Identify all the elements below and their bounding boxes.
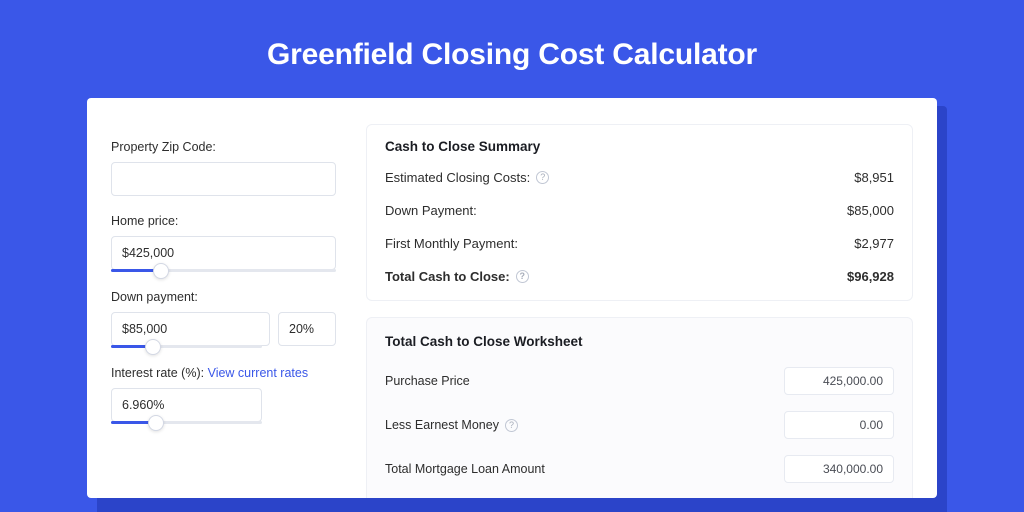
worksheet-label: Total Mortgage Loan Amount <box>385 462 545 476</box>
zip-field-group: Property Zip Code: <box>111 140 336 196</box>
summary-total-label: Total Cash to Close: <box>385 269 510 284</box>
summary-value: $8,951 <box>854 170 894 185</box>
summary-total-value: $96,928 <box>847 269 894 284</box>
interest-rate-label-text: Interest rate (%): <box>111 366 204 380</box>
worksheet-label: Purchase Price <box>385 374 470 388</box>
down-payment-slider[interactable] <box>111 345 262 348</box>
zip-label: Property Zip Code: <box>111 140 336 154</box>
view-rates-link[interactable]: View current rates <box>208 366 309 380</box>
home-price-field-group: Home price: <box>111 214 336 272</box>
help-icon[interactable]: ? <box>516 270 529 283</box>
summary-column: Cash to Close Summary Estimated Closing … <box>336 124 913 498</box>
page-title: Greenfield Closing Cost Calculator <box>267 38 757 72</box>
worksheet-value-input[interactable] <box>784 411 894 439</box>
summary-row-total: Total Cash to Close: ? $96,928 <box>385 269 894 284</box>
home-price-slider[interactable] <box>111 269 336 272</box>
calculator-card-wrap: Property Zip Code: Home price: Down paym… <box>87 98 937 498</box>
summary-value: $85,000 <box>847 203 894 218</box>
summary-title: Cash to Close Summary <box>385 139 894 154</box>
zip-input[interactable] <box>111 162 336 196</box>
summary-label: First Monthly Payment: <box>385 236 518 251</box>
home-price-label: Home price: <box>111 214 336 228</box>
interest-rate-slider-thumb[interactable] <box>148 415 164 431</box>
down-payment-input[interactable] <box>111 312 270 346</box>
form-column: Property Zip Code: Home price: Down paym… <box>111 124 336 498</box>
worksheet-value-input[interactable] <box>784 455 894 483</box>
interest-rate-input[interactable] <box>111 388 262 422</box>
interest-rate-field-group: Interest rate (%): View current rates <box>111 366 336 424</box>
help-icon[interactable]: ? <box>505 419 518 432</box>
worksheet-row-loan-amount: Total Mortgage Loan Amount <box>385 455 894 483</box>
summary-row-down-payment: Down Payment: $85,000 <box>385 203 894 218</box>
worksheet-title: Total Cash to Close Worksheet <box>385 334 894 349</box>
summary-row-first-monthly: First Monthly Payment: $2,977 <box>385 236 894 251</box>
home-price-slider-thumb[interactable] <box>153 263 169 279</box>
help-icon[interactable]: ? <box>536 171 549 184</box>
worksheet-row-purchase-price: Purchase Price <box>385 367 894 395</box>
down-payment-label: Down payment: <box>111 290 336 304</box>
worksheet-label: Less Earnest Money <box>385 418 499 432</box>
cash-to-close-summary: Cash to Close Summary Estimated Closing … <box>366 124 913 301</box>
down-payment-slider-thumb[interactable] <box>145 339 161 355</box>
interest-rate-label: Interest rate (%): View current rates <box>111 366 336 380</box>
summary-label: Down Payment: <box>385 203 477 218</box>
down-payment-field-group: Down payment: <box>111 290 336 348</box>
calculator-card: Property Zip Code: Home price: Down paym… <box>87 98 937 498</box>
summary-row-closing-costs: Estimated Closing Costs: ? $8,951 <box>385 170 894 185</box>
summary-value: $2,977 <box>854 236 894 251</box>
interest-rate-slider[interactable] <box>111 421 262 424</box>
worksheet-value-input[interactable] <box>784 367 894 395</box>
worksheet-box: Total Cash to Close Worksheet Purchase P… <box>366 317 913 498</box>
worksheet-row-earnest-money: Less Earnest Money ? <box>385 411 894 439</box>
home-price-input[interactable] <box>111 236 336 270</box>
down-payment-pct-input[interactable] <box>278 312 336 346</box>
summary-label: Estimated Closing Costs: <box>385 170 530 185</box>
